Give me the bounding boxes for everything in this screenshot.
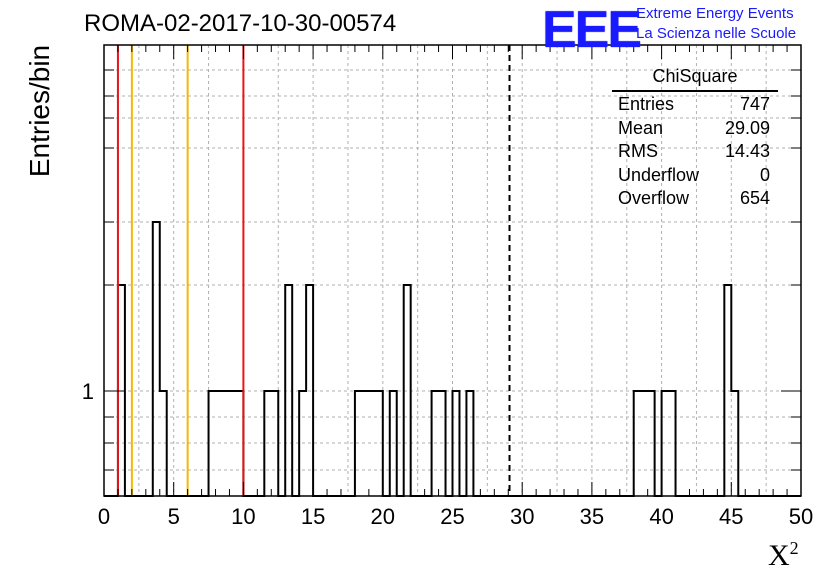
logo-caption: Extreme Energy Events La Scienza nelle S… <box>636 4 796 44</box>
stats-label: Underflow <box>618 164 700 185</box>
stats-value: 747 <box>739 94 770 114</box>
logo-caption-line2: La Scienza nelle Scuole <box>636 25 797 42</box>
x-tick-label: 45 <box>719 504 743 529</box>
x-tick-label: 0 <box>98 504 110 529</box>
x-tick-label: 10 <box>231 504 255 529</box>
x-tick-label: 50 <box>789 504 813 529</box>
x-tick-label: 25 <box>440 504 464 529</box>
x-tick-label: 20 <box>371 504 395 529</box>
x-tick-label: 35 <box>580 504 604 529</box>
x-tick-label: 15 <box>301 504 325 529</box>
stats-row: Underflow 0 <box>612 164 778 188</box>
stats-box-title: ChiSquare <box>612 66 778 92</box>
stats-box: ChiSquare Entries 747 Mean 29.09 RMS 14.43 Und… <box>612 66 778 211</box>
stats-label: RMS <box>618 141 658 161</box>
stats-row: Entries 747 <box>612 93 778 117</box>
x-tick-label: 40 <box>649 504 673 529</box>
y-tick-label: 1 <box>82 379 94 404</box>
x-axis-label-sup: 2 <box>789 538 799 558</box>
stats-value: 0 <box>759 164 770 185</box>
stats-value: 14.43 <box>724 141 770 161</box>
logo-caption-line1: Extreme Energy Events <box>636 5 794 22</box>
x-tick-label: 5 <box>168 504 180 529</box>
stats-row: Mean 29.09 <box>612 117 778 141</box>
stats-value: 654 <box>739 188 770 208</box>
y-axis-label: Entries/bin <box>24 44 55 178</box>
stats-label: Mean <box>618 117 664 138</box>
x-tick-label: 30 <box>510 504 534 529</box>
stats-row: Overflow 654 <box>612 187 778 211</box>
stats-value: 29.09 <box>724 117 770 138</box>
chart-title: ROMA-02-2017-10-30-00574 <box>84 10 397 37</box>
stats-label: Entries <box>618 94 675 114</box>
stats-label: Overflow <box>618 188 690 208</box>
x-axis-label: X2 <box>768 538 799 573</box>
eee-logo: EEE <box>542 1 642 59</box>
x-axis-label-base: X <box>768 539 790 572</box>
stats-row: RMS 14.43 <box>612 140 778 164</box>
